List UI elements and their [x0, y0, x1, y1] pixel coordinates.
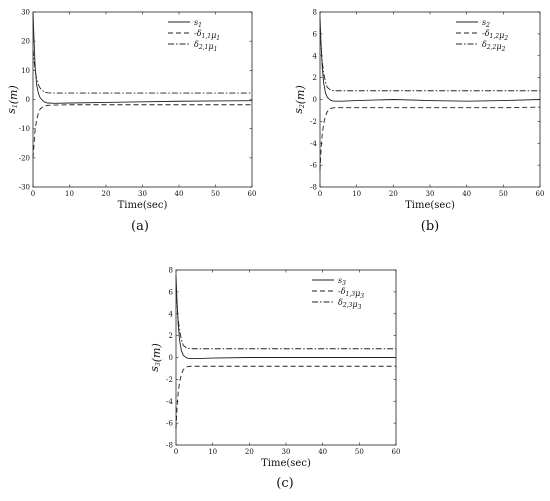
y-tick-label: 6	[313, 30, 318, 38]
y-tick-label: -6	[310, 162, 317, 170]
x-axis-label: Time(sec)	[261, 458, 311, 469]
y-axis-label: s1(m)	[5, 85, 20, 114]
x-tick-label: 60	[248, 190, 257, 198]
x-tick-label: 20	[102, 190, 111, 198]
y-tick-label: -6	[166, 420, 173, 428]
series-line-3	[175, 286, 396, 350]
panel-3: 0 10 20 30 40 50 60 -8 -6 -4 -2 0 2 4 6 8 Time(sec) s3(m)…	[148, 267, 400, 492]
y-tick-label: 0	[313, 96, 317, 104]
legend-entry-1: s3	[338, 276, 346, 287]
plot-frame	[32, 11, 253, 188]
legend-entry-2: -δ1,1μ1	[194, 29, 220, 42]
series-line-2	[32, 104, 252, 158]
y-tick-label: 2	[169, 332, 173, 340]
x-tick-label: 40	[175, 190, 184, 198]
panel-caption: (b)	[421, 219, 439, 234]
y-tick-label: 8	[313, 9, 317, 17]
x-tick-label: 10	[208, 448, 217, 456]
y-tick-label: 4	[169, 310, 174, 318]
series-line-1	[319, 17, 541, 102]
y-tick-label: -2	[310, 118, 317, 126]
y-tick-label: -2	[166, 376, 173, 384]
x-tick-label: 10	[352, 190, 361, 198]
x-tick-label: 20	[245, 448, 254, 456]
x-tick-label: 40	[462, 190, 471, 198]
legend-entry-1: s1	[194, 18, 202, 29]
y-tick-label: 2	[313, 74, 317, 82]
x-tick-label: 20	[389, 190, 398, 198]
x-tick-label: 30	[426, 190, 435, 198]
x-tick-label: 0	[318, 190, 322, 198]
x-tick-label: 60	[536, 190, 545, 198]
x-tick-label: 0	[174, 448, 178, 456]
legend-entry-1: s2	[482, 18, 490, 29]
y-axis-label: s2(m)	[292, 85, 307, 114]
legend-entry-3: δ2,2μ2	[482, 40, 506, 53]
y-axis-label: s3(m)	[148, 343, 163, 372]
series-line-3	[319, 28, 540, 92]
y-tick-label: 0	[169, 354, 173, 362]
y-tick-label: -4	[166, 398, 173, 406]
y-tick-label: 10	[21, 67, 30, 75]
x-tick-label: 40	[318, 448, 327, 456]
panel-caption: (c)	[276, 476, 293, 491]
y-tick-label: 8	[169, 267, 173, 275]
legend-entry-3: δ2,1μ1	[194, 40, 217, 53]
y-tick-label: 20	[21, 38, 30, 46]
series-line-2	[175, 365, 396, 429]
x-tick-label: 10	[65, 190, 74, 198]
x-tick-label: 50	[211, 190, 220, 198]
x-tick-label: 50	[499, 190, 508, 198]
y-tick-label: 30	[21, 9, 30, 17]
x-tick-label: 30	[138, 190, 147, 198]
panel-1: 0 10 20 30 40 50 60 -30 -20 -10 0 10 20 30 Time(sec) s1…	[5, 9, 256, 235]
y-tick-label: 4	[313, 52, 318, 60]
series-line-2	[319, 106, 541, 171]
x-tick-label: 0	[31, 190, 35, 198]
x-tick-label: 50	[355, 448, 364, 456]
y-tick-label: -10	[19, 125, 30, 133]
y-tick-label: 0	[26, 96, 30, 104]
legend-entry-2: -δ1,2μ2	[482, 29, 508, 42]
y-tick-label: -20	[19, 154, 30, 162]
x-tick-label: 30	[282, 448, 291, 456]
panel-2: 0 10 20 30 40 50 60 -8 -6 -4 -2 0 2 4 6 8 Time(sec) s2(m)…	[292, 9, 544, 235]
y-tick-label: -4	[310, 140, 317, 148]
x-axis-label: Time(sec)	[405, 200, 455, 211]
legend-entry-3: δ2,3μ3	[338, 298, 362, 311]
series-line-3	[32, 49, 252, 94]
legend-entry-2: -δ1,3μ3	[338, 287, 364, 300]
panel-caption: (a)	[131, 219, 149, 234]
y-tick-label: -8	[310, 184, 317, 192]
series-line-1	[175, 275, 396, 360]
y-tick-label: 6	[169, 288, 174, 296]
x-tick-label: 60	[392, 448, 401, 456]
x-axis-label: Time(sec)	[118, 200, 168, 211]
y-tick-label: -8	[166, 442, 173, 450]
y-tick-label: -30	[19, 184, 30, 192]
